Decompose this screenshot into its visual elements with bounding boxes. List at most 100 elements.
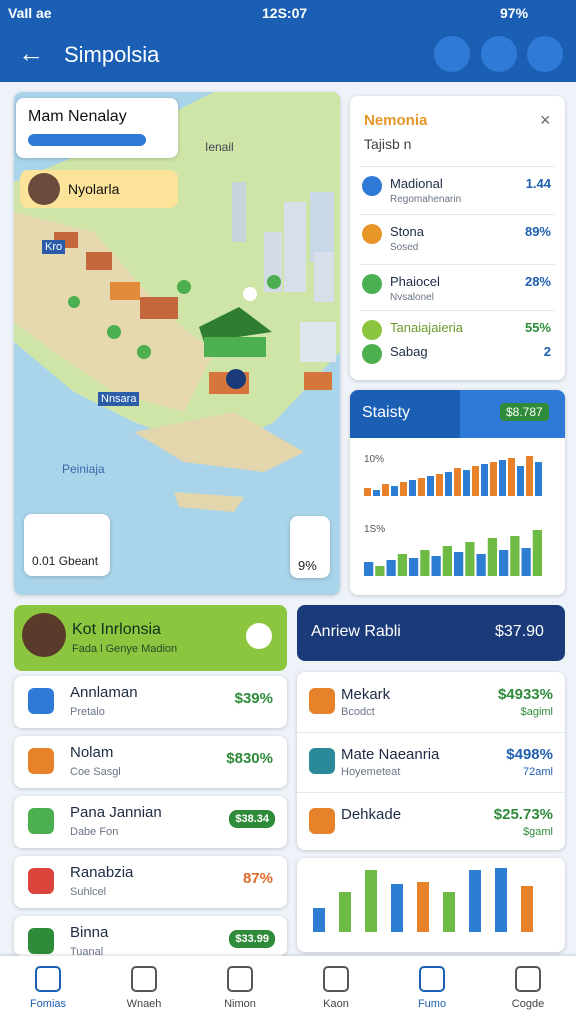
bar [521, 548, 531, 576]
header-title: Simpolsia [64, 42, 160, 67]
progress-bar [28, 134, 146, 146]
nav-icon [131, 966, 157, 992]
item-icon [309, 808, 335, 834]
info-subtitle: Tajisb n [364, 136, 412, 152]
bar [465, 542, 475, 576]
bar [365, 870, 377, 932]
bar [364, 488, 371, 496]
divider [297, 732, 565, 733]
profile-name: Nyolarla [68, 181, 120, 197]
nav-icon [419, 966, 445, 992]
search-button[interactable] [434, 36, 470, 72]
profile-chip[interactable]: Nyolarla [20, 170, 178, 208]
nav-label: Fomias [29, 998, 67, 1010]
left-title: Kot Inrlonsia [72, 621, 161, 638]
right-list-header: Anriew Rabli $37.90 [297, 605, 565, 661]
item-sub: Tuanal [70, 946, 104, 956]
bar [487, 538, 497, 576]
bar [409, 558, 419, 576]
item-value: $830% [226, 750, 273, 767]
nav-item[interactable]: Fumo [384, 966, 480, 1010]
search-panel[interactable]: Mam Nenalay [16, 98, 178, 158]
close-button[interactable]: × [540, 110, 551, 130]
item-sub: Regomahenarin [390, 194, 462, 205]
left-list-header: Kot Inrlonsia Fada l Genye Madion [14, 605, 287, 671]
bar [495, 868, 507, 932]
bar [391, 486, 398, 496]
bar [454, 468, 461, 496]
bottom-nav [0, 956, 576, 1024]
legend-text: 0.01 Gbeant [32, 554, 99, 568]
item-name: Tanaiajaieria [390, 320, 463, 335]
collapse-button[interactable] [246, 623, 272, 649]
time: 12S:07 [262, 5, 308, 21]
bar [386, 560, 396, 576]
item-sub: Hoyemeteat [341, 766, 401, 778]
nav-label: Wnaeh [126, 998, 162, 1010]
bar [443, 892, 455, 932]
badge-text: 9% [298, 558, 317, 573]
list-item[interactable]: Annlaman Pretalo $39% [14, 676, 287, 728]
list-item[interactable]: Nolam Coe Sasgl $830% [14, 736, 287, 788]
item-name: Sabag [390, 344, 428, 359]
info-button[interactable] [481, 36, 517, 72]
item-icon [362, 224, 382, 244]
search-title: Mam Nenalay [28, 108, 127, 125]
nav-item[interactable]: Fomias [0, 966, 96, 1010]
item-value: 89% [524, 224, 551, 239]
item-value: $25.73% [493, 806, 553, 823]
item-name: Nolam [70, 744, 114, 761]
bar [417, 882, 429, 932]
item-name: Annlaman [70, 684, 138, 701]
bar [418, 478, 425, 496]
item-name: Binna [70, 924, 109, 941]
list-item[interactable]: Ranabzia Suhlcel 87% [14, 856, 287, 908]
stats-value: $8.787 [500, 403, 549, 421]
bar [532, 530, 542, 576]
nav-item[interactable]: Kaon [288, 966, 384, 1010]
bar [469, 870, 481, 932]
item-icon [28, 868, 54, 894]
item-name: Madional [390, 176, 443, 191]
stats-charts [364, 456, 542, 576]
nav-item[interactable]: Nimon [192, 966, 288, 1010]
bar [339, 892, 351, 932]
bar [445, 472, 452, 496]
list-item[interactable]: Binna Tuanal $33.99 [14, 916, 287, 956]
carrier: VaIl ae [8, 5, 52, 21]
info-card: Nemonia × Tajisb n Madional Regomahenarin… [350, 96, 565, 380]
list-item[interactable]: Pana Jannian Dabe Fon $38.34 [14, 796, 287, 848]
item-name: Phaiocel [390, 274, 440, 289]
app-header [0, 30, 576, 82]
item-sub-value: $agiml [520, 706, 553, 718]
bar [490, 462, 497, 496]
bar [409, 480, 416, 496]
item-icon [362, 176, 382, 196]
nav-label: Nimon [224, 998, 256, 1010]
bar [427, 476, 434, 496]
right-value: $37.90 [495, 623, 544, 640]
bar [364, 562, 374, 576]
item-sub: Suhlcel [70, 886, 107, 898]
nav-icon [323, 966, 349, 992]
back-button[interactable]: ← [18, 38, 44, 68]
nav-item[interactable]: Wnaeh [96, 966, 192, 1010]
nav-item[interactable]: Cogde [480, 966, 576, 1010]
map-legend: 0.01 Gbeant [24, 514, 110, 576]
settings-button[interactable] [527, 36, 563, 72]
item-sub: Nvsalonel [390, 292, 434, 303]
item-sub: Pretalo [70, 706, 105, 718]
bar [476, 554, 486, 576]
item-value: $38.34 [229, 810, 275, 828]
item-sub: Dabe Fon [70, 826, 119, 838]
item-value: 1.44 [525, 176, 551, 191]
item-icon [362, 344, 382, 364]
item-sub: Coe Sasgl [70, 766, 121, 778]
right-list: Mekark Bcodct $4933% $agiml Mate Naeanria Hoy… [297, 672, 565, 850]
divider [360, 264, 555, 265]
bar [454, 552, 464, 576]
map-label: Nnsara [98, 392, 140, 406]
item-value: $498% [506, 746, 553, 763]
nav-icon [35, 966, 61, 992]
